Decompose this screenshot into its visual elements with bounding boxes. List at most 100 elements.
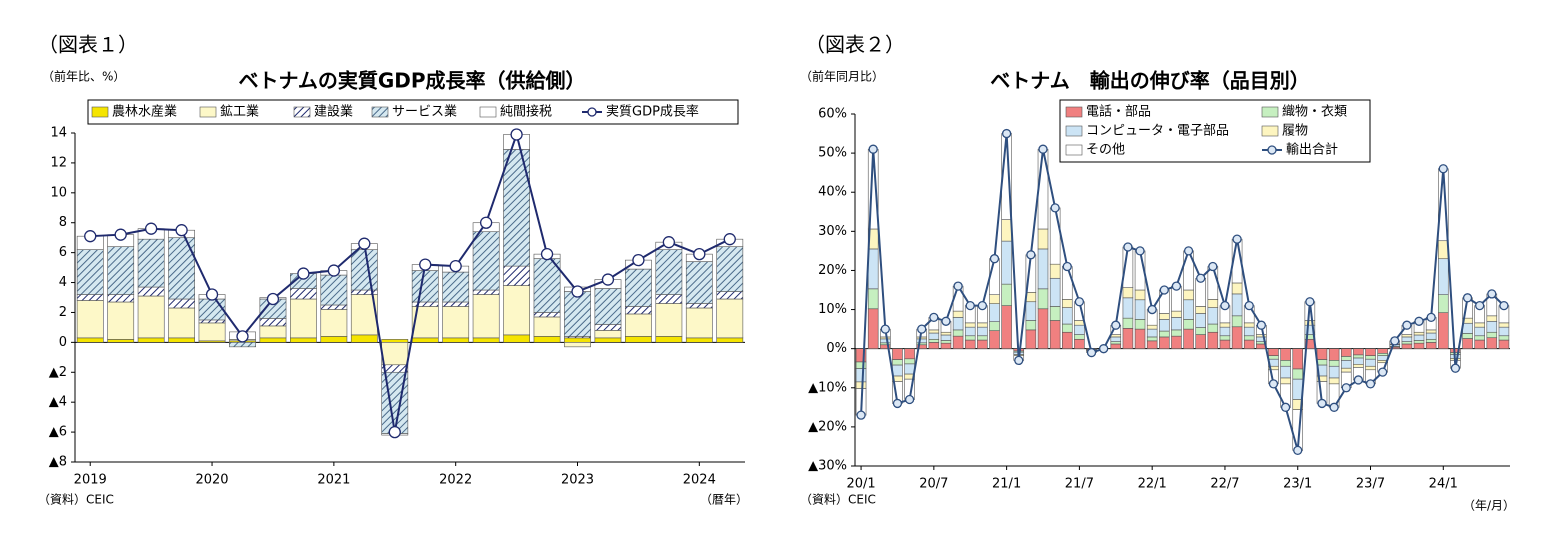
- bar-segment: [1207, 323, 1219, 333]
- bar-segment: [1074, 334, 1085, 340]
- bar-segment: [1316, 359, 1328, 366]
- bar-segment: [320, 274, 348, 306]
- total-marker: [1086, 347, 1097, 358]
- bar-segment: [1074, 338, 1085, 349]
- bar-segment: [892, 359, 903, 366]
- bar-segment: [350, 289, 378, 295]
- bar-segment: [168, 337, 195, 343]
- total-marker: [1414, 316, 1424, 326]
- total-marker: [1147, 304, 1157, 315]
- bar-segment: [655, 294, 683, 304]
- bar-segment: [1001, 219, 1012, 242]
- total-marker: [1171, 281, 1182, 291]
- legend-label: 実質GDP成長率: [606, 104, 699, 120]
- bar-segment: [1219, 322, 1231, 328]
- bar-segment: [137, 238, 165, 288]
- bar-segment: [107, 301, 135, 340]
- bar-segment: [1171, 329, 1182, 337]
- bar-segment: [1340, 367, 1352, 373]
- bar-segment: [1183, 299, 1194, 320]
- bar-segment: [940, 342, 952, 349]
- total-marker: [1438, 164, 1448, 174]
- bar-segment: [1231, 282, 1243, 295]
- bar-segment: [320, 304, 348, 310]
- bar-segment: [1425, 329, 1437, 334]
- bar-segment: [1025, 320, 1037, 331]
- bar-segment: [76, 294, 104, 301]
- bar-segment: [880, 338, 891, 344]
- total-marker: [1305, 297, 1315, 307]
- bar-segment: [503, 285, 530, 336]
- bar-segment: [1365, 358, 1376, 367]
- y-tick-label: 20%: [818, 263, 847, 278]
- y-tick-label: 60%: [818, 107, 847, 122]
- bar-segment: [1049, 263, 1061, 279]
- bar-segment: [1498, 322, 1510, 328]
- bar-segment: [350, 249, 378, 291]
- bar-segment: [1219, 339, 1231, 349]
- y-tick-label: 30%: [818, 224, 847, 239]
- legend-swatch: [91, 106, 109, 118]
- total-marker: [358, 237, 371, 250]
- chart-title: ベトナム 輸出の伸び率（品目別）: [990, 69, 1309, 93]
- bar-segment: [1231, 315, 1243, 328]
- bar-segment: [1219, 326, 1231, 337]
- y-tick-label: ▲4: [49, 395, 67, 410]
- legend-swatch: [1065, 144, 1083, 156]
- bar-segment: [1171, 317, 1182, 331]
- bar-segment: [1001, 305, 1012, 349]
- bar-segment: [1292, 348, 1304, 370]
- legend-box: [87, 99, 739, 125]
- legend-label: 電話・部品: [1086, 104, 1151, 120]
- bar-segment: [198, 298, 226, 321]
- bar-segment: [1037, 248, 1049, 290]
- bar-segment: [952, 329, 964, 337]
- total-marker: [1280, 402, 1291, 412]
- bar-segment: [977, 339, 988, 349]
- bar-segment: [1037, 308, 1049, 349]
- bar-segment: [107, 246, 135, 295]
- total-marker: [892, 398, 903, 409]
- x-tick-label: 2022: [439, 473, 472, 488]
- x-tick-label: 23/7: [1356, 477, 1385, 492]
- bar-segment: [1195, 327, 1206, 335]
- bar-segment: [1110, 334, 1122, 338]
- bar-segment: [1134, 328, 1146, 349]
- bar-segment: [168, 307, 195, 339]
- x-tick-label: 21/7: [1065, 477, 1094, 492]
- bar-segment: [442, 301, 470, 307]
- bar-segment: [76, 249, 104, 295]
- y-tick-label: 6: [59, 245, 67, 260]
- bar-segment: [594, 324, 622, 331]
- y-tick-label: 0%: [826, 341, 847, 356]
- bar-segment: [685, 307, 713, 339]
- bar-segment: [989, 330, 1000, 349]
- x-tick-label: 20/1: [846, 477, 875, 492]
- bar-segment: [867, 248, 879, 290]
- bar-segment: [1401, 343, 1413, 349]
- total-marker: [1001, 128, 1012, 139]
- bar-segment: [1134, 319, 1146, 330]
- bar-segment: [855, 361, 867, 369]
- bar-segment: [594, 337, 622, 343]
- bar-segment: [107, 339, 135, 343]
- bar-segment: [928, 332, 940, 340]
- y-tick-label: 10: [50, 185, 67, 200]
- bar-segment: [411, 337, 439, 343]
- bar-segment: [259, 318, 287, 327]
- bar-segment: [1340, 348, 1352, 357]
- x-unit: （暦年）: [700, 493, 748, 507]
- bar-segment: [1413, 331, 1425, 336]
- bar-segment: [1049, 277, 1061, 307]
- bar-segment: [1462, 333, 1473, 339]
- bar-segment: [76, 300, 104, 339]
- bar-segment: [904, 348, 915, 360]
- total-marker: [479, 216, 493, 229]
- total-marker: [693, 247, 706, 261]
- bar-segment: [1049, 207, 1061, 265]
- bar-segment: [1462, 338, 1473, 349]
- bar-segment: [989, 258, 1000, 295]
- bar-segment: [168, 237, 195, 300]
- bar-segment: [137, 337, 165, 343]
